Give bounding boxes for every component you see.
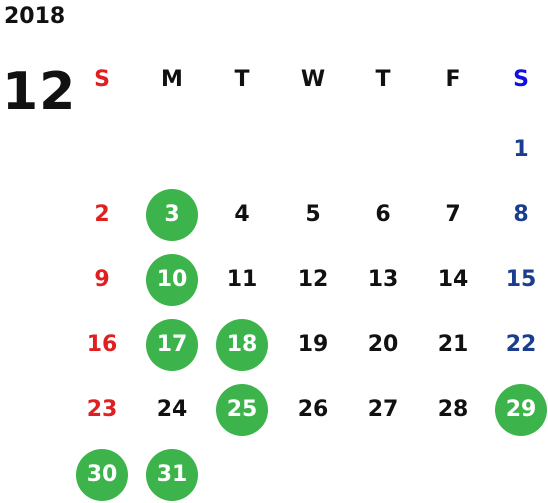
day-12: 12 <box>297 267 329 292</box>
day-23: 23 <box>86 397 118 422</box>
year-label: 2018 <box>4 4 66 29</box>
month-number: 12 <box>2 62 77 122</box>
day-30: 30 <box>76 449 128 501</box>
day-14: 14 <box>437 267 469 292</box>
day-28: 28 <box>437 397 469 422</box>
day-11: 11 <box>226 267 258 292</box>
day-20: 20 <box>367 332 399 357</box>
day-26: 26 <box>297 397 329 422</box>
day-18: 18 <box>216 319 268 371</box>
day-15: 15 <box>505 267 537 292</box>
day-22: 22 <box>505 332 537 357</box>
day-24: 24 <box>156 397 188 422</box>
day-4: 4 <box>234 202 250 227</box>
day-25: 25 <box>216 384 268 436</box>
day-21: 21 <box>437 332 469 357</box>
day-1: 1 <box>513 137 529 162</box>
weekday-saturday: S <box>513 67 529 92</box>
day-7: 7 <box>445 202 461 227</box>
day-5: 5 <box>305 202 321 227</box>
day-8: 8 <box>513 202 529 227</box>
day-2: 2 <box>94 202 110 227</box>
day-16: 16 <box>86 332 118 357</box>
day-3: 3 <box>146 189 198 241</box>
day-17: 17 <box>146 319 198 371</box>
weekday-tuesday: T <box>234 67 250 92</box>
day-27: 27 <box>367 397 399 422</box>
day-19: 19 <box>297 332 329 357</box>
day-29: 29 <box>495 384 547 436</box>
weekday-thursday: T <box>375 67 391 92</box>
weekday-friday: F <box>445 67 461 92</box>
weekday-wednesday: W <box>300 67 326 92</box>
day-31: 31 <box>146 449 198 501</box>
weekday-monday: M <box>161 67 183 92</box>
day-10: 10 <box>146 254 198 306</box>
day-13: 13 <box>367 267 399 292</box>
day-9: 9 <box>94 267 110 292</box>
day-6: 6 <box>375 202 391 227</box>
weekday-sunday: S <box>94 67 110 92</box>
